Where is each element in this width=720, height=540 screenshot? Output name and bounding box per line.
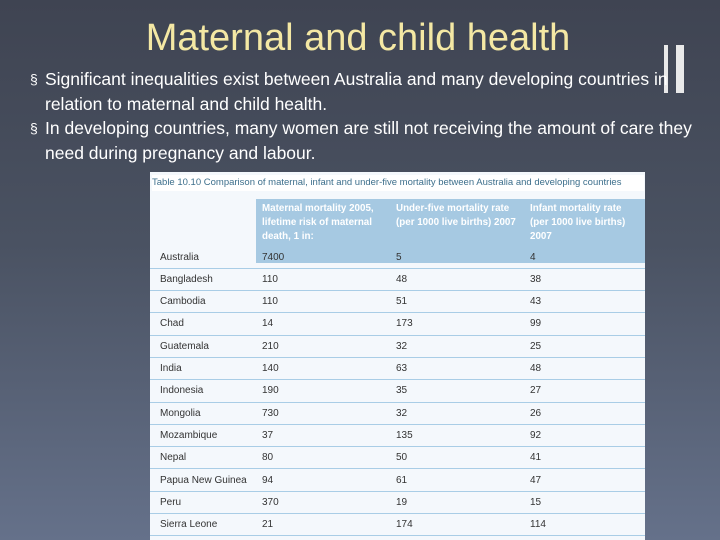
table-row: Bangladesh 110 48 38 (150, 269, 645, 292)
country-cell: Sierra Leone (160, 519, 218, 531)
infant-mortality-cell: 26 (530, 407, 542, 419)
under-five-mortality-cell: 19 (396, 496, 408, 508)
bullet-marker-icon: § (30, 71, 38, 87)
under-five-mortality-cell: 63 (396, 363, 408, 374)
country-cell: Indonesia (160, 385, 204, 397)
infant-mortality-cell: 47 (530, 474, 542, 486)
bullet-item: § Significant inequalities exist between… (30, 67, 710, 116)
under-five-mortality-cell: 174 (396, 519, 413, 531)
under-five-mortality-cell: 51 (396, 296, 408, 308)
table-row: Sierra Leone 21 174 114 (150, 514, 645, 537)
country-cell: Cambodia (160, 296, 206, 308)
table-row: Nepal 80 50 41 (150, 447, 645, 470)
table-row: Australia 7400 5 4 (150, 247, 645, 269)
infant-mortality-cell: 48 (530, 363, 542, 374)
under-five-mortality-cell: 32 (396, 340, 408, 352)
infant-mortality-cell: 15 (530, 496, 542, 508)
country-cell: Guatemala (160, 340, 209, 352)
infant-mortality-cell: 27 (530, 385, 542, 397)
country-cell: Peru (160, 496, 182, 508)
country-cell: India (160, 363, 182, 374)
table-row: Guatemala 210 32 25 (150, 336, 645, 358)
header-infant-mortality: Infant mortality rate (per 1000 live bir… (530, 203, 626, 242)
infant-mortality-cell: 114 (530, 519, 546, 531)
bullet-list: § Significant inequalities exist between… (30, 67, 710, 165)
table-caption: Table 10.10 Comparison of maternal, infa… (152, 175, 644, 191)
under-five-mortality-cell: 32 (396, 407, 408, 419)
table-header-band (256, 199, 645, 263)
maternal-mortality-cell: 210 (262, 340, 279, 352)
maternal-mortality-cell: 7400 (262, 251, 285, 263)
under-five-mortality-cell: 173 (396, 318, 413, 330)
maternal-mortality-cell: 14 (262, 318, 274, 330)
under-five-mortality-cell: 48 (396, 273, 408, 285)
under-five-mortality-cell: 50 (396, 452, 408, 464)
maternal-mortality-cell: 730 (262, 407, 279, 419)
table-row: Mozambique 37 135 92 (150, 425, 645, 448)
maternal-mortality-cell: 80 (262, 452, 274, 464)
maternal-mortality-cell: 37 (262, 429, 274, 441)
table-row: Mongolia 730 32 26 (150, 403, 645, 425)
maternal-mortality-cell: 110 (262, 273, 278, 285)
maternal-mortality-cell: 370 (262, 496, 279, 508)
infant-mortality-cell: 4 (530, 251, 536, 263)
table-row: India 140 63 48 (150, 358, 645, 381)
header-under-five-mortality: Under-five mortality rate (per 1000 live… (396, 203, 516, 228)
country-cell: Papua New Guinea (160, 474, 247, 486)
slide-title: Maternal and child health (145, 17, 571, 59)
under-five-mortality-cell: 135 (396, 429, 413, 441)
maternal-mortality-cell: 140 (262, 363, 279, 374)
table-row: Indonesia 190 35 27 (150, 380, 645, 403)
decorative-bar (664, 45, 668, 93)
mortality-table-figure: Table 10.10 Comparison of maternal, infa… (150, 172, 645, 540)
country-cell: Bangladesh (160, 273, 213, 285)
under-five-mortality-cell: 5 (396, 251, 402, 263)
infant-mortality-cell: 41 (530, 452, 542, 464)
country-cell: Chad (160, 318, 184, 330)
infant-mortality-cell: 25 (530, 340, 542, 352)
maternal-mortality-cell: 21 (262, 519, 274, 531)
infant-mortality-cell: 43 (530, 296, 542, 308)
bullet-item: § In developing countries, many women ar… (30, 116, 710, 165)
bullet-text: In developing countries, many women are … (45, 118, 692, 163)
country-cell: Australia (160, 251, 199, 263)
maternal-mortality-cell: 190 (262, 385, 279, 397)
infant-mortality-cell: 38 (530, 273, 542, 285)
table-row: Cambodia 110 51 43 (150, 291, 645, 314)
country-cell: Mongolia (160, 407, 201, 419)
under-five-mortality-cell: 61 (396, 474, 408, 486)
table-row: Chad 14 173 99 (150, 313, 645, 336)
bullet-text: Significant inequalities exist between A… (45, 69, 668, 114)
bullet-marker-icon: § (30, 120, 38, 136)
country-cell: Nepal (160, 452, 187, 464)
country-cell: Mozambique (160, 429, 218, 441)
infant-mortality-cell: 99 (530, 318, 542, 330)
table-row: Peru 370 19 15 (150, 492, 645, 515)
decorative-bar (676, 45, 684, 93)
maternal-mortality-cell: 94 (262, 474, 274, 486)
infant-mortality-cell: 92 (530, 429, 542, 441)
under-five-mortality-cell: 35 (396, 385, 408, 397)
table-row: Papua New Guinea 94 61 47 (150, 470, 645, 492)
maternal-mortality-cell: 110 (262, 296, 278, 308)
header-maternal-mortality: Maternal mortality 2005, lifetime risk o… (262, 203, 374, 242)
